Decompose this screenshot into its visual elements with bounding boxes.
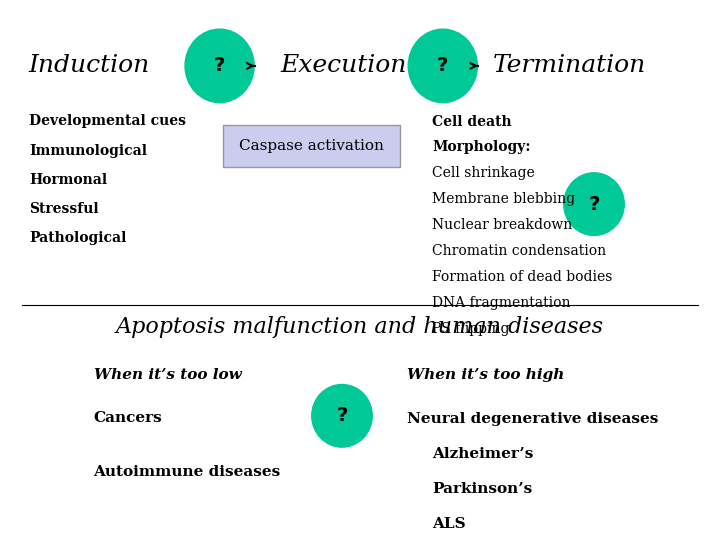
Text: Morphology:: Morphology: — [432, 140, 531, 154]
Text: Autoimmune diseases: Autoimmune diseases — [94, 465, 281, 480]
Text: Cell death: Cell death — [432, 114, 512, 129]
Text: Developmental cues: Developmental cues — [29, 114, 186, 129]
Text: ?: ? — [437, 56, 449, 76]
Text: When it’s too low: When it’s too low — [94, 368, 241, 382]
Text: Execution: Execution — [281, 55, 408, 77]
Text: ?: ? — [214, 56, 225, 76]
Text: Neural degenerative diseases: Neural degenerative diseases — [407, 411, 658, 426]
Text: Cell shrinkage: Cell shrinkage — [432, 166, 535, 180]
Text: Membrane blebbing: Membrane blebbing — [432, 192, 575, 206]
Text: Caspase activation: Caspase activation — [239, 139, 384, 153]
Text: Induction: Induction — [29, 55, 150, 77]
Text: Nuclear breakdown: Nuclear breakdown — [432, 218, 572, 232]
FancyBboxPatch shape — [223, 125, 400, 167]
Ellipse shape — [408, 29, 477, 103]
Text: Hormonal: Hormonal — [29, 173, 107, 187]
Text: Formation of dead bodies: Formation of dead bodies — [432, 270, 613, 284]
Text: PS flipping: PS flipping — [432, 322, 510, 336]
Text: ALS: ALS — [432, 517, 466, 531]
Text: Pathological: Pathological — [29, 231, 126, 245]
Text: Immunological: Immunological — [29, 144, 147, 158]
Ellipse shape — [312, 384, 372, 447]
Text: Alzheimer’s: Alzheimer’s — [432, 447, 534, 461]
Text: Cancers: Cancers — [94, 411, 162, 426]
Text: Termination: Termination — [493, 55, 647, 77]
Text: Apoptosis malfunction and human diseases: Apoptosis malfunction and human diseases — [116, 316, 604, 338]
Text: When it’s too high: When it’s too high — [407, 368, 564, 382]
Text: Parkinson’s: Parkinson’s — [432, 482, 532, 496]
Text: ?: ? — [336, 406, 348, 426]
Text: Chromatin condensation: Chromatin condensation — [432, 244, 606, 258]
Ellipse shape — [564, 173, 624, 235]
Text: ?: ? — [588, 194, 600, 214]
Text: Stressful: Stressful — [29, 202, 99, 216]
Text: DNA fragmentation: DNA fragmentation — [432, 296, 570, 310]
Ellipse shape — [185, 29, 254, 103]
